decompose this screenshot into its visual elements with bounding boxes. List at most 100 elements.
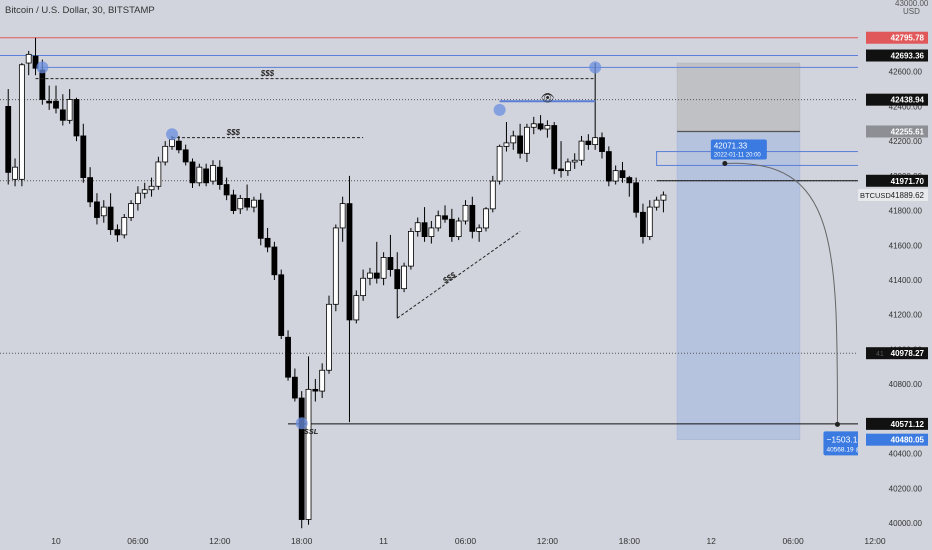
time-tick-label: 12:00 <box>537 536 559 546</box>
candle-body <box>298 397 305 520</box>
price-badge-box <box>866 49 928 62</box>
candle-body <box>353 295 360 321</box>
time-axis[interactable]: 10 06:00 12:00 18:00 11 06:00 12:00 18:00 12 06:0… <box>51 536 886 546</box>
swing-marker <box>36 61 49 74</box>
candle-body <box>134 192 141 205</box>
candle-body <box>196 166 203 184</box>
price-badge: 40571.12 <box>891 420 925 429</box>
candle-body <box>496 145 503 182</box>
horizontal-levels[interactable] <box>0 37 880 425</box>
candle-body <box>619 170 626 178</box>
candle-body <box>476 227 483 232</box>
candle-body <box>230 194 237 211</box>
time-tick-label: 12:00 <box>864 536 886 546</box>
zone-bottom-badge-box <box>866 433 928 446</box>
candle-body <box>237 198 244 210</box>
candle-body <box>414 222 421 232</box>
candle-body <box>100 206 107 217</box>
projection-zones[interactable] <box>656 62 888 440</box>
zone-bottom-badge: 40480.05 <box>891 436 925 445</box>
entry-label-date: 2022-01-11 20:00 <box>714 152 762 158</box>
entry-label-price: 42071.33 <box>714 141 748 150</box>
swing-marker <box>295 417 308 430</box>
symbol-tag: BTCUSD <box>860 191 891 200</box>
candle-body <box>640 211 646 238</box>
candle-body <box>66 99 73 121</box>
candle-body <box>80 135 87 178</box>
price-badge: 41971.70 <box>891 177 925 186</box>
candle-body <box>148 185 155 191</box>
price-badge-box <box>866 93 928 106</box>
price-badge-box <box>866 417 928 430</box>
candle-body <box>305 388 312 520</box>
time-tick-label: 06:00 <box>127 536 149 546</box>
price-tick-label: 42600.00 <box>889 68 923 77</box>
price-tick-label: 41800.00 <box>889 207 923 216</box>
price-tick-label: 40800.00 <box>889 380 923 389</box>
candle-body <box>448 218 455 238</box>
candle-body <box>141 189 148 194</box>
candle-body <box>558 168 564 172</box>
time-tick-label: 12:00 <box>209 536 231 546</box>
liquidity-label-top: $$$ <box>260 69 275 78</box>
candle-body <box>394 269 401 290</box>
price-axis-background <box>858 0 932 550</box>
current-price-label: 41889.62 <box>891 191 925 200</box>
candle-body <box>585 140 592 146</box>
candle-body <box>257 199 264 239</box>
candle-body <box>373 272 380 279</box>
time-tick-label: 06:00 <box>455 536 477 546</box>
candle-body <box>462 204 469 222</box>
price-tick-label: 41200.00 <box>889 311 923 320</box>
zone-top-badge: 42255.61 <box>891 127 925 136</box>
price-badge-box <box>866 174 928 187</box>
price-badge-box <box>866 347 928 360</box>
candle-body <box>216 166 223 185</box>
candle-body <box>469 204 476 232</box>
candle-body <box>319 369 326 392</box>
candle-body <box>285 336 291 378</box>
candle-body <box>407 230 414 267</box>
price-badge-box <box>866 31 928 44</box>
candle-body <box>107 206 114 231</box>
zone-top-badge-box <box>866 125 928 138</box>
price-badge: 42693.36 <box>891 52 925 61</box>
candle-body <box>401 265 407 290</box>
candle-body <box>339 203 346 229</box>
candle-body <box>544 125 551 130</box>
time-tick-label: 12 <box>706 536 716 546</box>
swing-marker <box>493 103 506 116</box>
candle-body <box>264 237 271 248</box>
candle-body <box>73 99 80 137</box>
target-zone <box>676 131 801 440</box>
price-tick-label: 40400.00 <box>889 450 923 459</box>
candle-body <box>578 140 585 161</box>
candle-body <box>53 100 59 109</box>
candles[interactable] <box>5 37 667 529</box>
candle-body <box>346 203 353 321</box>
candle-body <box>592 137 599 146</box>
candle-body <box>517 135 523 154</box>
candle-body <box>121 217 128 236</box>
candle-body <box>435 215 442 229</box>
candle-body <box>612 170 619 182</box>
candle-body <box>421 222 428 238</box>
price-badge: 40978.27 <box>891 349 925 358</box>
price-badge: 42795.78 <box>891 34 925 43</box>
candle-body <box>387 257 394 270</box>
trendline-liquidity <box>396 230 521 319</box>
right-edge-mark: 41 <box>876 351 884 358</box>
candle-body <box>537 123 544 130</box>
candle-body <box>12 166 18 180</box>
candle-body <box>326 303 332 371</box>
axis-top-label: 43000.00 <box>895 0 929 8</box>
candle-body <box>94 201 100 218</box>
candle-body <box>59 109 66 121</box>
price-tick-label: 42200.00 <box>889 137 923 146</box>
price-axis[interactable] <box>858 0 932 550</box>
candle-body <box>646 206 653 238</box>
price-tick-label: 40200.00 <box>889 484 923 493</box>
candle-body <box>182 149 189 163</box>
candle-body <box>571 159 578 163</box>
